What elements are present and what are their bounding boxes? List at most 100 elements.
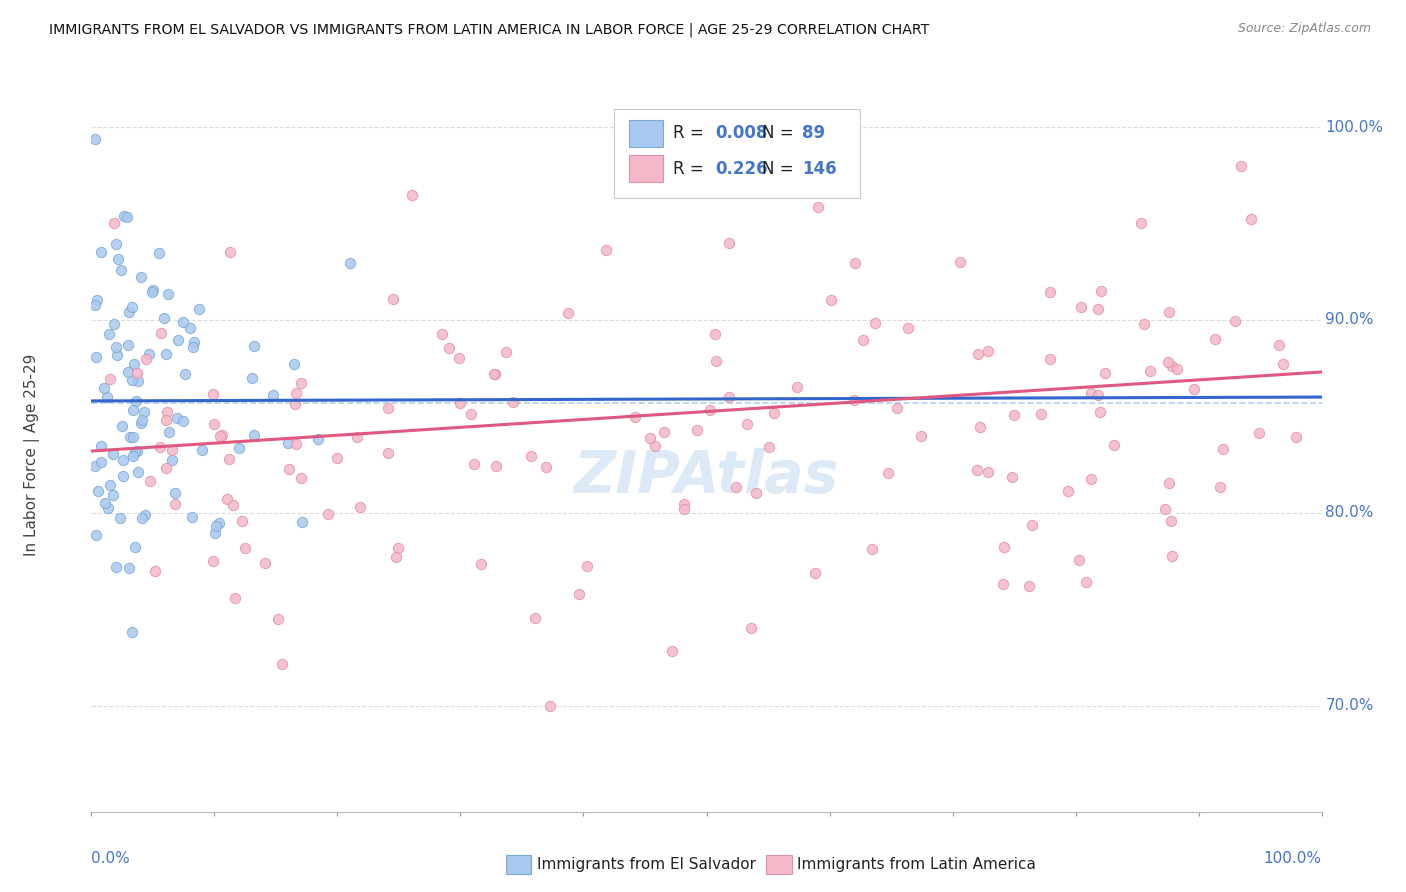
Point — [1133, 317, 1156, 331]
Point — [1001, 469, 1024, 483]
Point — [644, 439, 666, 453]
Point — [253, 556, 276, 570]
Point — [536, 459, 558, 474]
Point — [449, 396, 471, 410]
Point — [86, 293, 108, 308]
Point — [623, 410, 645, 425]
Point — [807, 200, 830, 214]
Point — [661, 644, 683, 658]
Point — [111, 419, 134, 434]
Point — [1159, 305, 1181, 319]
Point — [172, 414, 194, 428]
Point — [638, 431, 661, 445]
Point — [131, 417, 153, 431]
Point — [991, 576, 1014, 591]
Point — [520, 449, 543, 463]
Text: Source: ZipAtlas.com: Source: ZipAtlas.com — [1237, 22, 1371, 36]
Point — [284, 437, 307, 451]
Point — [1029, 407, 1052, 421]
Point — [122, 402, 145, 417]
Point — [117, 338, 139, 352]
Point — [485, 458, 508, 473]
Point — [1166, 362, 1188, 376]
Text: N =: N = — [762, 160, 793, 178]
Point — [139, 474, 162, 488]
Point — [86, 350, 108, 364]
Point — [262, 388, 284, 402]
Point — [1094, 366, 1116, 380]
Text: 100.0%: 100.0% — [1264, 851, 1322, 866]
Text: N =: N = — [762, 124, 793, 142]
Point — [1139, 364, 1161, 378]
Point — [1285, 429, 1308, 443]
Point — [166, 411, 188, 425]
Point — [1056, 484, 1078, 499]
Point — [993, 541, 1015, 555]
Point — [242, 427, 264, 442]
Point — [285, 386, 308, 401]
Point — [131, 413, 153, 427]
Point — [1160, 514, 1182, 528]
Point — [1229, 159, 1251, 173]
Point — [155, 347, 177, 361]
Point — [179, 321, 201, 335]
Point — [381, 292, 404, 306]
Point — [844, 255, 866, 269]
Point — [1070, 300, 1092, 314]
Point — [695, 172, 717, 186]
Point — [910, 429, 932, 443]
Point — [231, 514, 253, 528]
Point — [1090, 284, 1112, 298]
Text: 146: 146 — [803, 160, 837, 178]
Point — [672, 497, 695, 511]
Point — [377, 401, 399, 416]
Point — [208, 516, 231, 530]
Point — [744, 486, 766, 500]
Point — [557, 306, 579, 320]
Point — [502, 395, 524, 409]
Text: 100.0%: 100.0% — [1326, 120, 1384, 135]
Point — [758, 440, 780, 454]
Point — [233, 541, 256, 556]
Point — [595, 244, 617, 258]
Point — [84, 298, 107, 312]
Point — [202, 417, 225, 432]
Point — [763, 406, 786, 420]
Point — [122, 430, 145, 444]
Point — [122, 357, 145, 371]
Point — [125, 443, 148, 458]
FancyBboxPatch shape — [614, 109, 860, 198]
Point — [1087, 388, 1109, 402]
Point — [1067, 553, 1090, 567]
Point — [127, 366, 149, 380]
Point — [1161, 549, 1184, 564]
Text: ZIPAtlas: ZIPAtlas — [574, 448, 839, 505]
Point — [127, 465, 149, 479]
Point — [291, 515, 314, 529]
Point — [98, 326, 121, 341]
Point — [181, 340, 204, 354]
Point — [290, 471, 312, 485]
Point — [735, 417, 758, 431]
Point — [704, 326, 727, 341]
Point — [163, 497, 186, 511]
Point — [120, 430, 142, 444]
Text: 0.226: 0.226 — [716, 160, 768, 178]
Point — [157, 425, 180, 439]
Point — [290, 376, 312, 390]
Point — [110, 263, 132, 277]
Point — [90, 455, 112, 469]
Point — [167, 333, 190, 347]
Point — [240, 371, 263, 385]
Point — [495, 345, 517, 359]
Point — [108, 510, 131, 524]
Point — [205, 518, 228, 533]
Point — [385, 550, 408, 565]
Point — [966, 463, 988, 477]
Point — [132, 405, 155, 419]
Point — [84, 132, 107, 146]
Point — [138, 347, 160, 361]
Point — [122, 449, 145, 463]
Point — [1088, 405, 1111, 419]
Point — [278, 461, 301, 475]
